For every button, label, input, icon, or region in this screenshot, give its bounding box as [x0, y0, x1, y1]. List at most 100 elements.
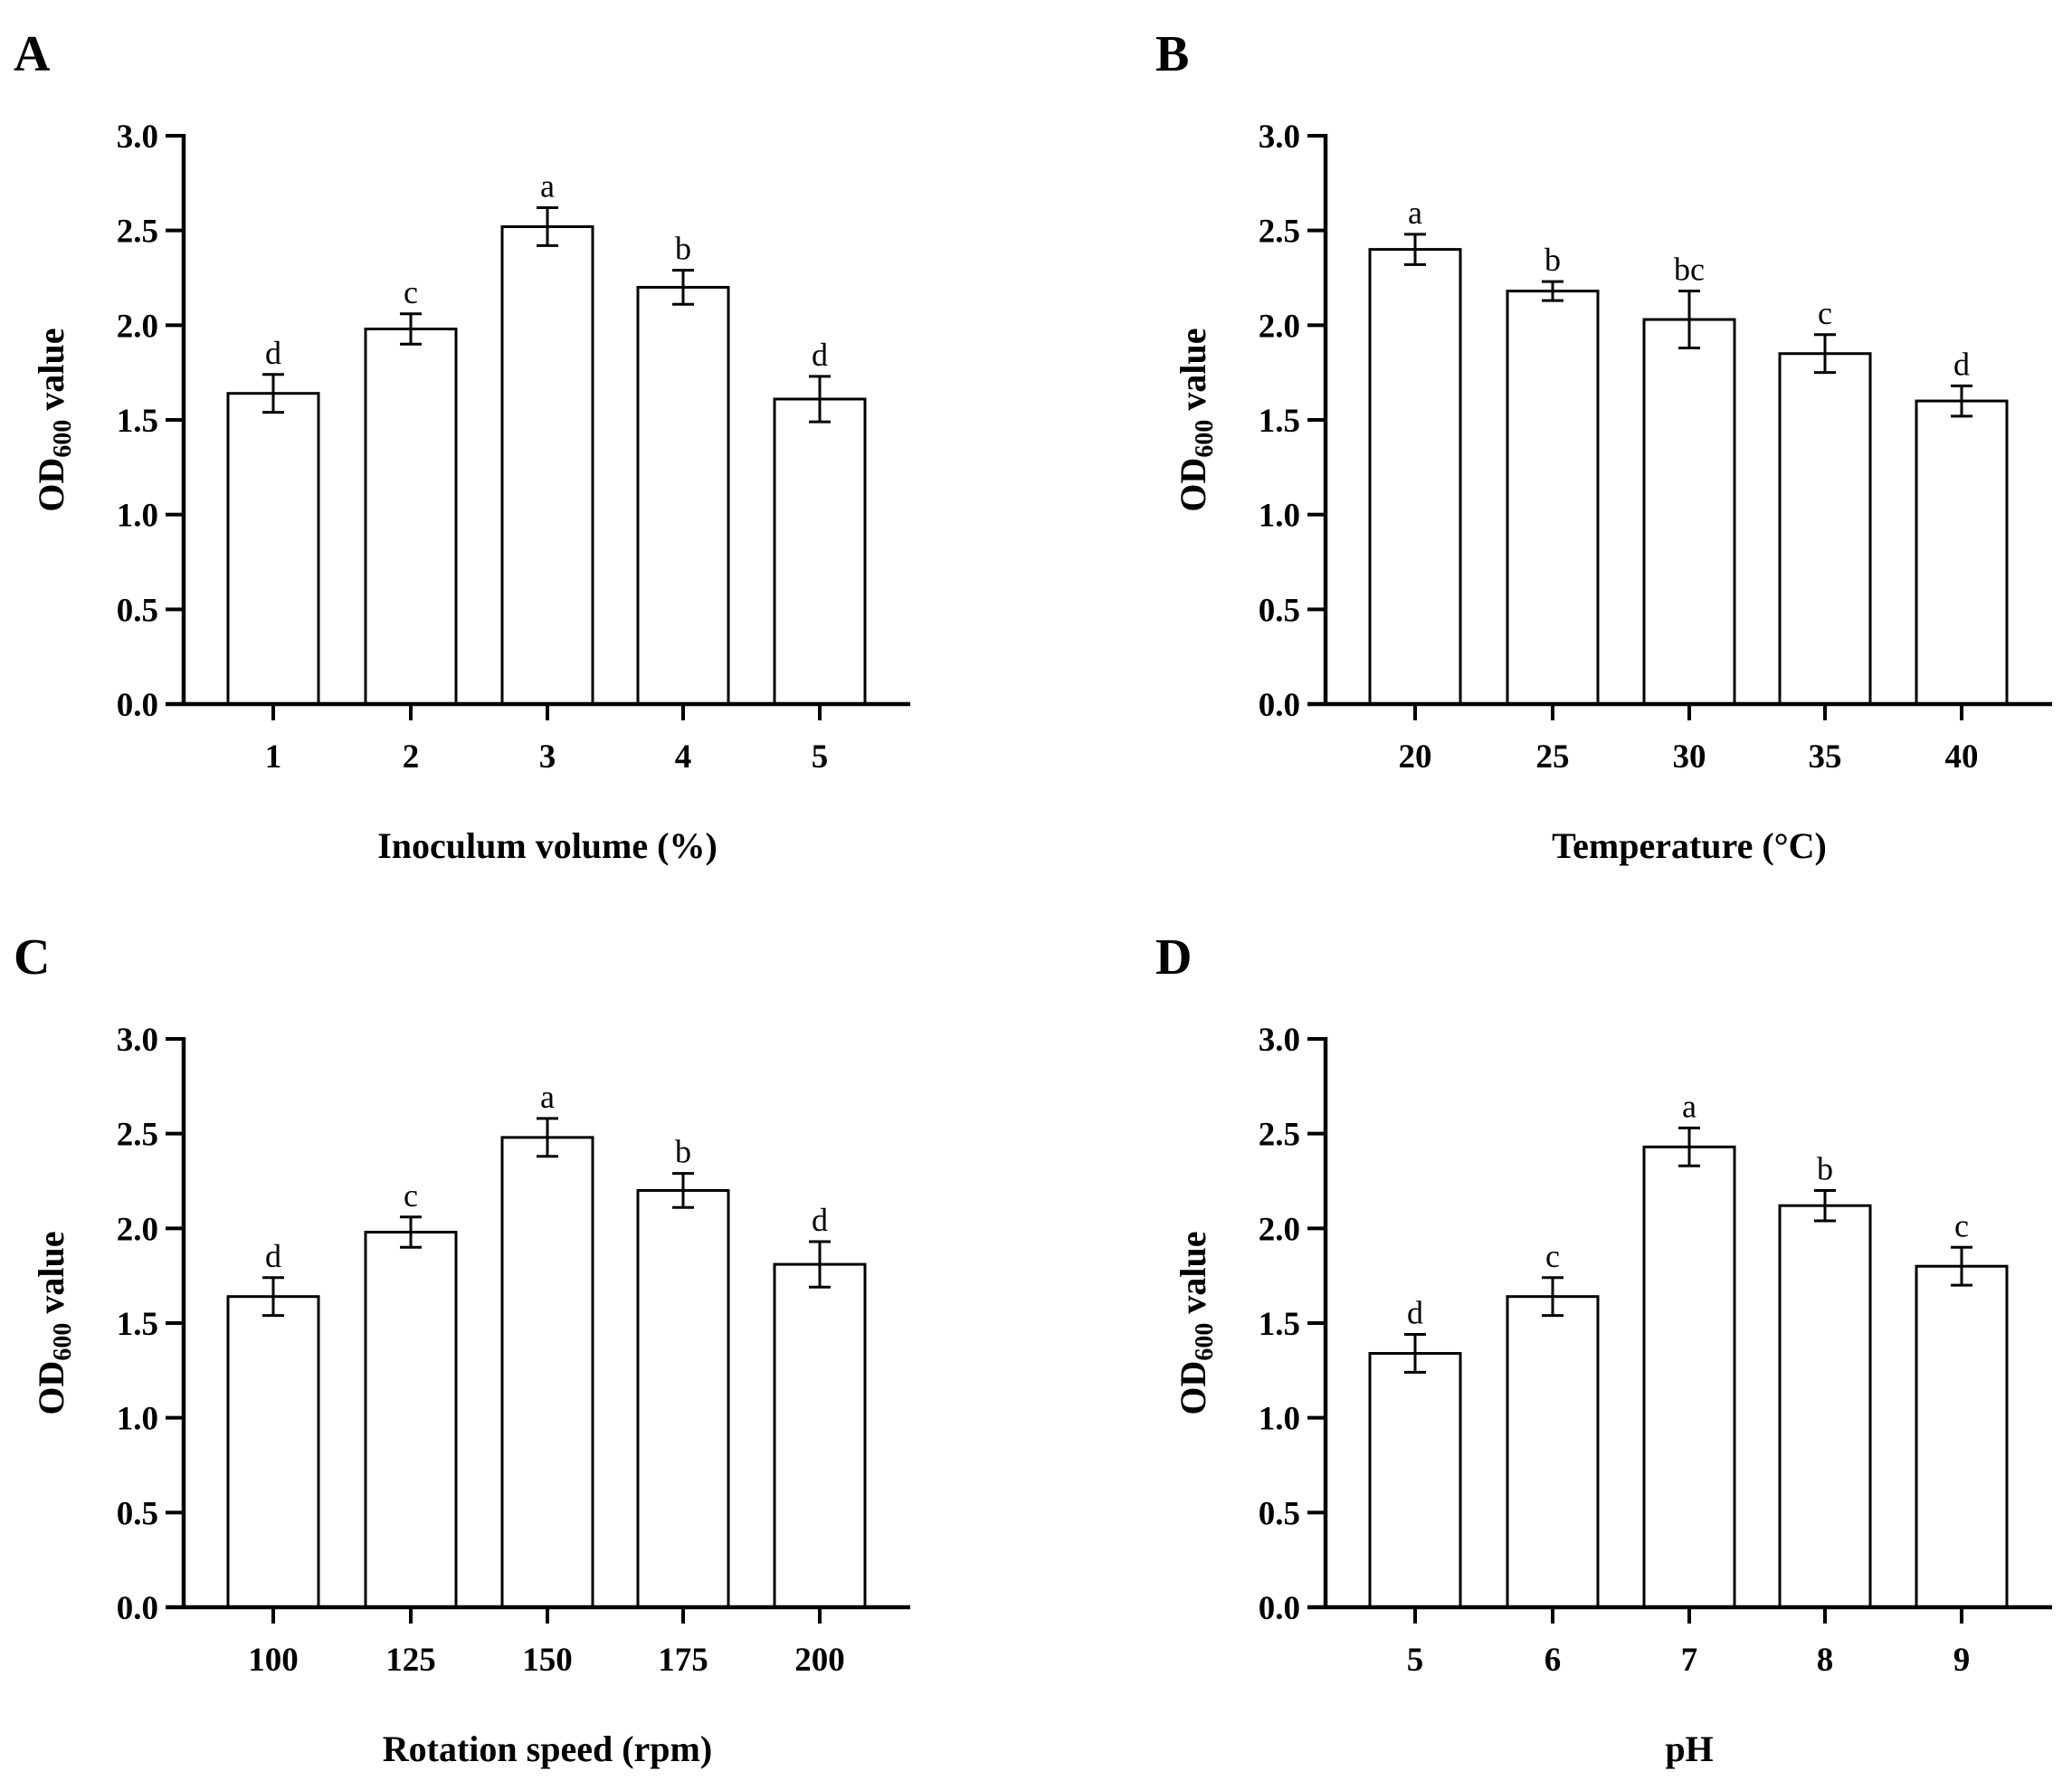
y-tick-label: 0.5: [1259, 592, 1300, 629]
significance-label: b: [1817, 1150, 1833, 1186]
x-tick-label: 20: [1399, 738, 1432, 776]
bar: [364, 1231, 458, 1609]
y-tick-label: 1.5: [117, 1306, 158, 1343]
bar: [226, 1295, 320, 1609]
y-tick-label: 1.0: [117, 1401, 158, 1438]
x-tick-label: 30: [1673, 738, 1706, 776]
x-axis-label: Inoculum volume (%): [377, 825, 718, 866]
significance-label: d: [265, 335, 281, 371]
x-tick-label: 175: [658, 1642, 708, 1679]
x-tick-label: 40: [1945, 738, 1979, 776]
x-tick-label: 125: [385, 1642, 436, 1679]
y-tick-label: 1.0: [1259, 498, 1300, 535]
x-axis-label: pH: [1665, 1729, 1713, 1769]
significance-label: c: [1954, 1207, 1969, 1243]
bar: [226, 392, 320, 706]
bar: [1642, 1145, 1736, 1609]
y-tick-label: 2.5: [1259, 1117, 1300, 1154]
x-tick-label: 9: [1953, 1642, 1971, 1679]
y-tick-label: 3.0: [117, 119, 158, 156]
bar: [773, 397, 867, 706]
bar: [1368, 248, 1462, 706]
significance-label: b: [675, 231, 691, 267]
y-tick-label: 2.5: [1259, 214, 1300, 251]
y-tick-label: 0.0: [117, 687, 158, 724]
y-tick-label: 1.0: [1259, 1401, 1300, 1438]
y-tick-label: 3.0: [1259, 119, 1300, 156]
y-axis-label: OD600 value: [31, 1231, 77, 1414]
bar: [1368, 1351, 1462, 1609]
chart-panel-b: Ba 20 b 25 bc 30 c 35 d 40 0.0 0.5 1.0 1.5 2.0 2.5 3.0 Te…: [1155, 26, 2052, 866]
y-tick-label: 2.0: [117, 1211, 158, 1248]
y-axis-label-main: OD: [31, 458, 71, 512]
significance-label: b: [1544, 242, 1561, 278]
y-axis-label-subscript: 600: [1191, 1323, 1219, 1361]
bar: [636, 285, 730, 706]
x-tick-label: 3: [539, 738, 556, 776]
x-axis-label: Temperature (°C): [1552, 825, 1827, 866]
x-tick-label: 100: [248, 1642, 299, 1679]
significance-label: bc: [1674, 252, 1705, 288]
bar: [500, 224, 594, 706]
bar: [1778, 1204, 1872, 1609]
y-axis-label: OD600 value: [31, 328, 77, 511]
significance-label: a: [1408, 195, 1422, 231]
x-tick-label: 1: [265, 738, 282, 776]
y-axis-label-rest: value: [1173, 1231, 1213, 1322]
y-tick-label: 3.0: [1259, 1022, 1300, 1059]
y-axis-label: OD600 value: [1173, 328, 1219, 511]
significance-label: b: [675, 1134, 691, 1170]
significance-label: a: [1682, 1088, 1697, 1124]
significance-label: d: [812, 337, 828, 373]
y-tick-label: 1.5: [1259, 403, 1300, 440]
significance-label: d: [1407, 1295, 1423, 1331]
y-axis-label-main: OD: [1173, 458, 1213, 512]
bar: [500, 1136, 594, 1609]
y-tick-label: 2.0: [117, 308, 158, 345]
significance-label: d: [1953, 346, 1970, 382]
y-tick-label: 0.5: [1259, 1495, 1300, 1532]
x-axis-label: Rotation speed (rpm): [383, 1729, 712, 1769]
y-axis-label-main: OD: [1173, 1361, 1213, 1415]
bar: [1915, 1264, 2009, 1609]
y-axis-label-rest: value: [31, 328, 71, 419]
significance-label: c: [404, 1177, 418, 1214]
y-axis-label-subscript: 600: [49, 1323, 77, 1361]
x-tick-label: 6: [1544, 1642, 1562, 1679]
y-tick-label: 1.0: [117, 498, 158, 535]
panel-label: B: [1155, 26, 1189, 82]
bar: [1506, 290, 1600, 706]
x-tick-label: 5: [812, 738, 829, 776]
x-tick-label: 2: [403, 738, 420, 776]
bar: [364, 328, 458, 706]
y-tick-label: 1.5: [117, 403, 158, 440]
significance-label: a: [540, 168, 555, 205]
chart-panel-a: Ad 1 c 2 a 3 b 4 d 5 0.0 0.5 1.0 1.5 2.0 2.5 3.0 Inoculum…: [14, 26, 910, 866]
y-tick-label: 1.5: [1259, 1306, 1300, 1343]
y-tick-label: 2.0: [1259, 308, 1300, 345]
bar: [636, 1188, 730, 1609]
y-axis-label-rest: value: [1173, 328, 1213, 419]
bar: [1506, 1295, 1600, 1609]
x-tick-label: 35: [1809, 738, 1842, 776]
y-axis-label-subscript: 600: [49, 420, 77, 458]
chart-panel-c: Cd 100 c 125 a 150 b 175 d 200 0.0 0.5 1.0 1.5 2.0 2.5 3…: [14, 929, 910, 1769]
bar: [773, 1262, 867, 1609]
y-axis-label-main: OD: [31, 1361, 71, 1415]
y-axis-label-subscript: 600: [1191, 420, 1219, 458]
significance-label: a: [540, 1079, 555, 1115]
bar: [1642, 318, 1736, 706]
x-tick-label: 8: [1817, 1642, 1834, 1679]
bar: [1778, 352, 1872, 706]
y-axis-label-rest: value: [31, 1231, 71, 1322]
y-tick-label: 2.0: [1259, 1211, 1300, 1248]
x-tick-label: 150: [522, 1642, 573, 1679]
significance-label: d: [265, 1238, 281, 1274]
y-tick-label: 0.5: [117, 592, 158, 629]
y-tick-label: 2.5: [117, 214, 158, 251]
significance-label: c: [1818, 295, 1832, 331]
panel-label: A: [14, 26, 51, 82]
y-tick-label: 0.5: [117, 1495, 158, 1532]
significance-label: c: [404, 274, 418, 310]
